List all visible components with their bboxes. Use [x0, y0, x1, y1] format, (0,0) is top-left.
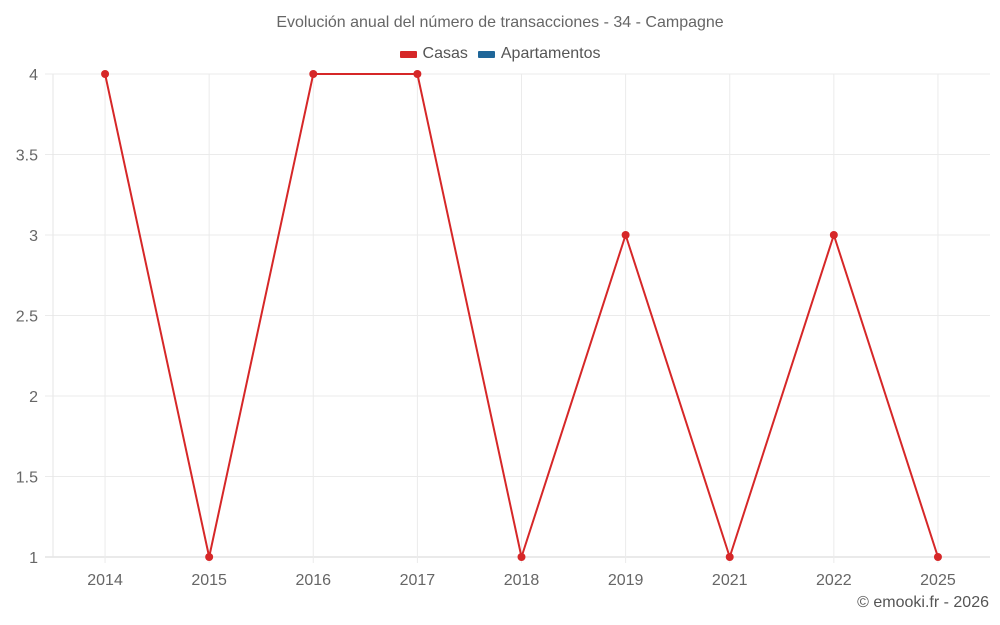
x-tick-label: 2022 [816, 572, 852, 589]
legend-item-casas[interactable]: Casas [399, 45, 468, 63]
x-tick-label: 2021 [712, 572, 748, 589]
x-tick-label: 2016 [295, 572, 331, 589]
series-casas [101, 70, 942, 561]
x-tick-label: 2017 [400, 572, 436, 589]
x-tick-label: 2015 [191, 572, 227, 589]
legend-item-apartamentos[interactable]: Apartamentos [477, 45, 601, 63]
legend: Casas Apartamentos [0, 45, 1000, 63]
data-point[interactable] [517, 553, 526, 561]
x-tick-label: 2014 [87, 572, 123, 589]
data-point[interactable] [621, 231, 630, 239]
y-tick-label: 4 [29, 67, 38, 84]
y-tick-label: 2 [29, 389, 38, 406]
legend-swatch-apartamentos [477, 50, 495, 58]
y-tick-label: 3 [29, 228, 38, 245]
data-point[interactable] [933, 553, 942, 561]
data-point[interactable] [829, 231, 838, 239]
legend-label-apartamentos: Apartamentos [500, 45, 601, 62]
data-point[interactable] [205, 553, 214, 561]
data-point[interactable] [413, 70, 422, 78]
legend-label-casas: Casas [422, 45, 468, 62]
data-point[interactable] [309, 70, 318, 78]
data-point[interactable] [725, 553, 734, 561]
data-point[interactable] [101, 70, 110, 78]
grid [45, 73, 990, 563]
chart-title: Evolución anual del número de transaccio… [276, 14, 724, 31]
credit-text: © emooki.fr - 2026 [857, 594, 989, 611]
x-tick-label: 2025 [920, 572, 956, 589]
y-tick-label: 3.5 [16, 148, 38, 165]
y-tick-label: 1.5 [16, 470, 38, 487]
y-tick-label: 2.5 [16, 309, 38, 326]
x-tick-label: 2018 [504, 572, 540, 589]
legend-swatch-casas [399, 50, 417, 58]
x-tick-label: 2019 [608, 572, 644, 589]
y-tick-label: 1 [29, 550, 38, 567]
